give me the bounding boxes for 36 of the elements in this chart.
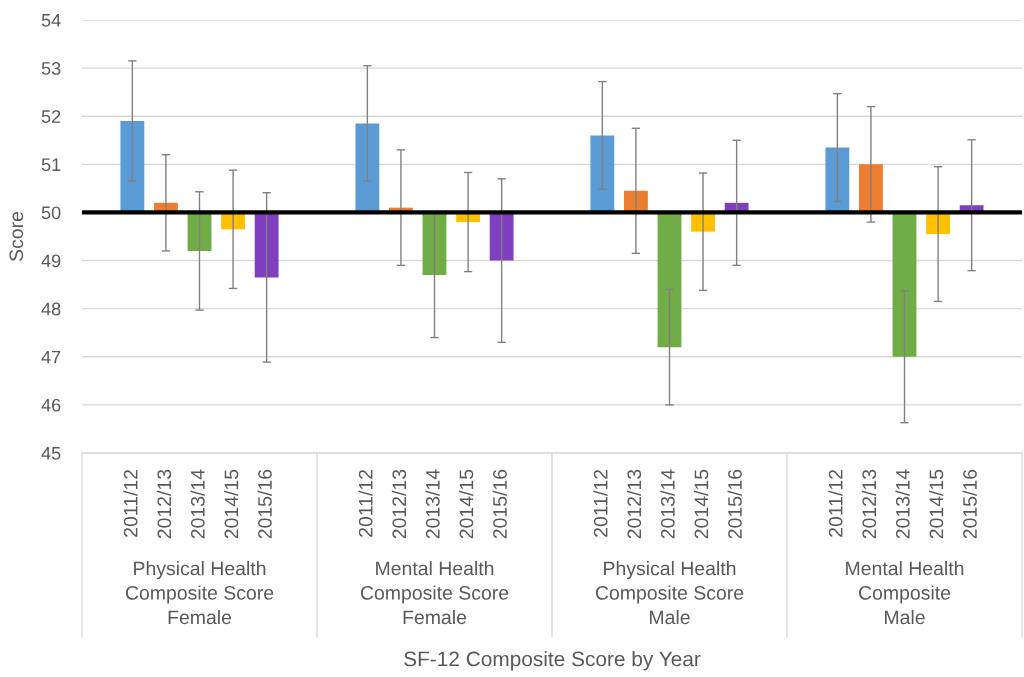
- x-tick-label: 2012/13: [391, 469, 407, 539]
- x-tick-label: 2013/14: [190, 469, 205, 539]
- x-tick-label: 2012/13: [861, 469, 877, 539]
- x-tick-label: 2011/12: [358, 469, 373, 537]
- text: Mental Health Composite Score Female: [360, 561, 509, 625]
- x-tick-label: 2015/16: [962, 469, 977, 539]
- text: Physical Health Composite Score Male: [595, 561, 744, 625]
- x-tick-label: 2014/15: [224, 469, 239, 539]
- y-tick-label: 45: [41, 447, 61, 460]
- y-tick-label: 50: [41, 206, 61, 220]
- x-tick-label: 2013/14: [425, 469, 440, 539]
- x-tick-label: 2012/13: [156, 469, 172, 539]
- y-tick-label: 53: [41, 62, 61, 75]
- y-tick-label: 48: [41, 302, 61, 316]
- x-tick-label: 2014/15: [694, 469, 709, 539]
- text: Mental Health Composite Male: [846, 561, 964, 625]
- x-tick-label: 2014/15: [459, 469, 474, 539]
- x-tick-label: 2015/16: [257, 469, 272, 539]
- y-tick-label: 52: [41, 110, 61, 123]
- x-tick-label: 2012/13: [626, 469, 642, 539]
- x-tick-label: 2011/12: [828, 469, 843, 537]
- text: SF-12 Composite Score by Year: [404, 651, 701, 671]
- y-axis-title: Score: [9, 211, 24, 262]
- y-tick-label: 51: [41, 158, 61, 172]
- x-tick-label: 2015/16: [492, 469, 507, 539]
- x-tick-label: 2013/14: [660, 469, 675, 539]
- y-tick-label: 47: [41, 350, 61, 364]
- y-tick-label: 49: [41, 254, 61, 268]
- x-tick-label: 2014/15: [929, 469, 944, 539]
- x-tick-label: 2011/12: [123, 469, 138, 537]
- x-tick-label: 2015/16: [727, 469, 742, 539]
- x-tick-label: 2013/14: [895, 469, 910, 539]
- y-tick-label: 54: [41, 14, 61, 27]
- text: Physical Health Composite Score Female: [125, 561, 274, 625]
- y-tick-label: 46: [41, 398, 61, 412]
- x-tick-label: 2011/12: [593, 469, 608, 537]
